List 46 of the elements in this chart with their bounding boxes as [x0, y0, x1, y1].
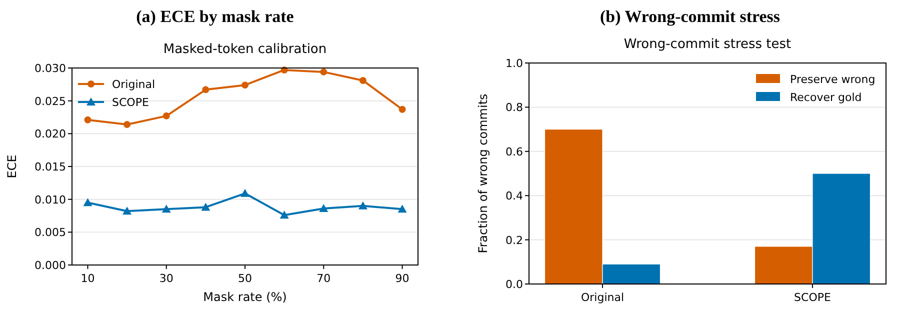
point	[398, 204, 407, 213]
point	[242, 82, 248, 89]
point	[320, 68, 328, 76]
x-tick-label: 30	[159, 272, 174, 285]
x-tick-label: 10	[80, 272, 95, 285]
x-tick-label: 50	[238, 272, 252, 285]
x-tick-label: 90	[395, 272, 410, 285]
chart-title: (a) ECE by mask rate	[136, 7, 294, 26]
y-tick-label: 1.0	[506, 57, 523, 70]
legend-label: SCOPE	[112, 96, 149, 109]
point	[122, 206, 132, 215]
chart-subtitle: Masked-token calibration	[163, 42, 327, 57]
y-tick-label: 0.6	[506, 145, 523, 158]
y-tick-label: 0.010	[34, 193, 66, 206]
point	[162, 112, 170, 120]
point	[84, 116, 92, 124]
y-tick-label: 0.030	[34, 62, 66, 75]
point	[124, 120, 131, 128]
x-tick-label: 70	[316, 272, 331, 285]
point	[202, 86, 210, 94]
point	[359, 76, 366, 84]
y-tick-label: 0.005	[34, 226, 66, 240]
point	[162, 204, 171, 213]
legend-label: Recover gold	[790, 91, 862, 104]
y-tick-label: 0.015	[34, 160, 66, 174]
point	[83, 198, 92, 206]
point	[319, 204, 328, 212]
legend-label: Preserve wrong	[790, 73, 876, 86]
legend-label: Original	[112, 78, 156, 91]
y-tick-label: 0.4	[506, 190, 523, 203]
y-tick-label: 0.8	[506, 101, 523, 114]
y-tick-label: 0.000	[34, 259, 66, 272]
y-tick-label: 0.020	[34, 128, 66, 141]
y-axis-title: ECE	[5, 154, 19, 178]
y-tick-label: 0.025	[34, 94, 66, 108]
point	[201, 202, 210, 211]
chart-subtitle: Wrong-commit stress test	[624, 37, 792, 52]
y-tick-label: 0.0	[506, 278, 523, 291]
x-axis-title: Mask rate (%)	[203, 290, 287, 304]
chart-title: (b) Wrong-commit stress	[600, 7, 780, 26]
y-axis-title: Fraction of wrong commits	[476, 94, 490, 254]
point	[280, 210, 289, 219]
point	[240, 188, 250, 197]
point	[398, 106, 406, 113]
y-tick-label: 0.2	[506, 234, 523, 247]
point	[358, 201, 368, 210]
